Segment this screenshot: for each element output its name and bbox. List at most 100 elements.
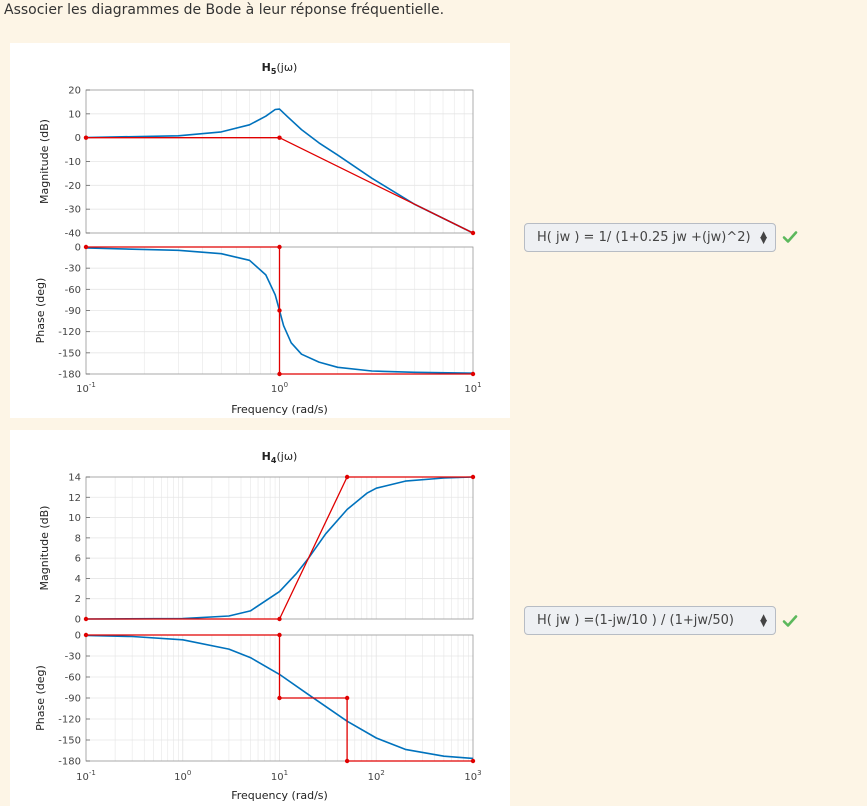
y-tick-label: -10 [65, 157, 81, 168]
x-tick-label: 10-1 [76, 381, 96, 395]
y-tick-label: -20 [65, 181, 81, 192]
chart-title-sub: 5 [271, 67, 277, 76]
asymptote-line [86, 634, 473, 762]
y-tick-label: 20 [68, 86, 81, 97]
chart-title-main: H [262, 450, 271, 463]
asymptote-point [83, 632, 89, 638]
phase-panel: 0 -30 -60 -90 -120 -150 -180 Phase (deg) [34, 631, 476, 768]
magnitude-panel: 20 10 0 -10 -20 -30 -40 Magnitude (dB) [38, 86, 476, 240]
y-tick-label: -150 [58, 348, 81, 359]
x-tick-exp: 3 [477, 769, 481, 777]
chart-title: H4(jω) [262, 450, 298, 465]
x-tick-exp: 1 [284, 769, 288, 777]
asymptote-point [470, 230, 476, 236]
x-tick-label: 101 [464, 381, 481, 395]
answer-select-2[interactable]: H( jw ) =(1-jw/10 ) / (1+jw/50) ▲ ▼ [524, 606, 776, 635]
y-tick-label: -40 [65, 229, 81, 240]
x-tick-label: 101 [271, 769, 288, 783]
y-tick-label: 0 [75, 615, 81, 626]
asymptote-point [83, 244, 89, 250]
asymptote-point [470, 474, 476, 480]
asymptote-point [277, 632, 282, 638]
y-tick-label: 4 [75, 574, 81, 585]
x-tick-exp: 1 [477, 381, 481, 389]
y-tick-label: 12 [68, 493, 81, 504]
y-tick-label: -150 [58, 736, 81, 747]
check-icon [782, 231, 798, 243]
x-tick-exp: 0 [187, 769, 191, 777]
asymptote-point [277, 135, 282, 140]
x-axis-label: Frequency (rad/s) [231, 403, 328, 416]
y-tick-label: -90 [65, 306, 81, 317]
magnitude-panel: 14 12 10 8 6 4 2 0 Magnitude (dB) [38, 473, 476, 626]
y-tick-label: 10 [68, 109, 81, 120]
y-tick-label: -30 [65, 205, 81, 216]
chart-title-main: H [262, 61, 271, 74]
y-tick-label: -60 [65, 285, 81, 296]
asymptote-point [344, 695, 350, 701]
y-tick-label: -60 [65, 673, 81, 684]
y-tick-label: -30 [65, 264, 81, 275]
x-tick-exp: 2 [380, 769, 384, 777]
asymptote-point [470, 758, 476, 764]
asymptote-point [83, 616, 89, 622]
y-tick-label: -30 [65, 652, 81, 663]
y-tick-label: 14 [68, 473, 81, 484]
asymptote-point [277, 244, 282, 250]
exact-curve [85, 476, 474, 620]
chart-title-sub: 4 [271, 456, 277, 465]
exact-curve [85, 634, 474, 760]
y-tick-label: 6 [75, 554, 81, 565]
x-tick-base: 10 [464, 384, 477, 395]
exact-curve [85, 247, 474, 374]
y-tick-label: 0 [75, 133, 81, 144]
x-tick-base: 10 [271, 772, 284, 783]
y-tick-label: 10 [68, 513, 81, 524]
y-tick-label: 8 [75, 533, 81, 544]
chart-title-arg: (jω) [276, 450, 297, 463]
y-tick-label: -120 [58, 715, 81, 726]
y-tick-label: 0 [75, 243, 81, 254]
asymptote-line [86, 476, 473, 620]
asymptote-point [277, 616, 282, 622]
answer-select-1[interactable]: H( jw ) = 1/ (1+0.25 jw +(jw)^2) ▲ ▼ [524, 223, 776, 252]
asymptote-point [83, 135, 89, 140]
x-tick-label: 10-1 [76, 769, 96, 783]
x-tick-base: 10 [76, 384, 89, 395]
question-text: Associer les diagrammes de Bode à leur r… [4, 2, 445, 18]
magnitude-ylabel: Magnitude (dB) [38, 119, 51, 204]
x-tick-base: 10 [174, 772, 187, 783]
y-tick-label: -180 [58, 757, 81, 768]
asymptote-point [277, 308, 282, 313]
x-tick-base: 10 [368, 772, 381, 783]
x-tick-exp: -1 [89, 381, 96, 389]
check-icon [782, 615, 798, 627]
x-tick-label: 100 [271, 381, 288, 395]
asymptote-point [277, 695, 282, 701]
chart-title: H5(jω) [262, 61, 298, 76]
select-caret-icon: ▲ ▼ [760, 612, 767, 629]
asymptote-point [344, 474, 350, 480]
magnitude-ylabel: Magnitude (dB) [38, 506, 51, 591]
chart-title-arg: (jω) [276, 61, 297, 74]
y-tick-label: -90 [65, 694, 81, 705]
answer-select-2-value: H( jw ) =(1-jw/10 ) / (1+jw/50) [537, 613, 734, 628]
asymptote-point [277, 371, 282, 377]
x-tick-label: 103 [464, 769, 481, 783]
x-axis-label: Frequency (rad/s) [231, 789, 328, 802]
phase-panel: 0 -30 -60 -90 -120 -150 -180 Phase (deg) [34, 243, 476, 381]
answer-select-1-value: H( jw ) = 1/ (1+0.25 jw +(jw)^2) [537, 230, 751, 245]
x-tick-base: 10 [76, 772, 89, 783]
x-tick-label: 100 [174, 769, 191, 783]
x-tick-base: 10 [271, 384, 284, 395]
y-tick-label: -180 [58, 370, 81, 381]
asymptote-point [344, 758, 350, 764]
phase-ylabel: Phase (deg) [34, 665, 47, 731]
asymptote-point [470, 371, 476, 377]
x-tick-base: 10 [464, 772, 477, 783]
bode-plot-h5: H5(jω) 20 10 0 -10 -20 -30 -40 Magnitude (dB) 0 -3… [10, 43, 510, 418]
x-tick-exp: -1 [89, 769, 96, 777]
y-tick-label: 2 [75, 594, 81, 605]
